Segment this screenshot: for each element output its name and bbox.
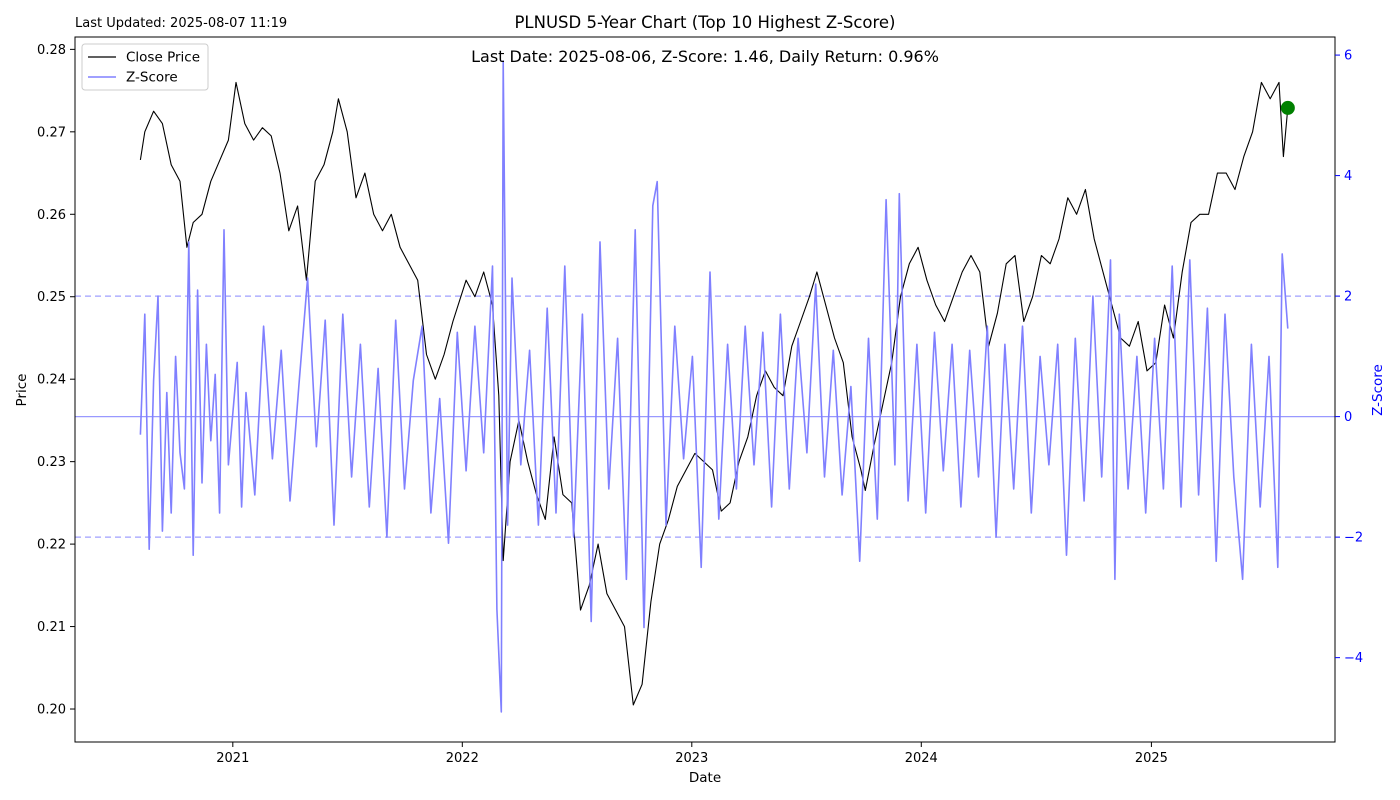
chart-title: PLNUSD 5-Year Chart (Top 10 Highest Z-Sc…: [514, 13, 895, 32]
y-tick-label-0.25: 0.25: [37, 290, 66, 305]
legend-box: [81, 43, 209, 91]
y2-tick-label-0: −4: [1344, 651, 1363, 666]
y-tick-label-0.27: 0.27: [37, 125, 66, 140]
plot-frame: [74, 36, 1336, 743]
x-tick-label-2024: 2024: [905, 751, 938, 766]
legend-label-close-price: Close Price: [126, 50, 200, 66]
last-point-annotation: Last Date: 2025-08-06, Z-Score: 1.46, Da…: [471, 47, 939, 66]
x-tick-label-2025: 2025: [1135, 751, 1168, 766]
y-tick-label-0.22: 0.22: [37, 538, 66, 553]
y-tick-label-0.20: 0.20: [37, 703, 66, 718]
plot-lines: [75, 60, 1335, 713]
y-tick-label-0.21: 0.21: [37, 620, 66, 635]
x-tick-label-2022: 2022: [446, 751, 479, 766]
axes: 2021 2022 2023 2024 2025 0.20 0.21 0.22 0.23 0.24…: [37, 43, 1363, 766]
y-tick-label-0.23: 0.23: [37, 455, 66, 470]
y-tick-label-0.28: 0.28: [37, 43, 66, 58]
x-tick-label-2021: 2021: [216, 751, 249, 766]
last-point-marker: [1280, 100, 1295, 115]
last-updated-label: Last Updated: 2025-08-07 11:19: [75, 16, 287, 31]
y2-tick-label-1: −2: [1344, 531, 1363, 546]
x-tick-label-2023: 2023: [675, 751, 708, 766]
series-zscore-line: [139, 60, 1289, 713]
y-tick-label-0.26: 0.26: [37, 208, 66, 223]
series-close-price-line: [139, 81, 1289, 706]
x-axis-label: Date: [689, 770, 721, 786]
y2-tick-label-5: 6: [1344, 49, 1352, 64]
y2-tick-label-2: 0: [1344, 410, 1352, 425]
legend: Close Price Z-Score: [81, 43, 209, 91]
y2-tick-label-4: 4: [1344, 169, 1352, 184]
y-tick-label-0.24: 0.24: [37, 373, 66, 388]
legend-label-zscore: Z-Score: [126, 70, 178, 86]
y2-axis-label: Z-Score: [1370, 364, 1386, 416]
y-axis-label: Price: [14, 374, 30, 407]
y2-tick-label-3: 2: [1344, 290, 1352, 305]
